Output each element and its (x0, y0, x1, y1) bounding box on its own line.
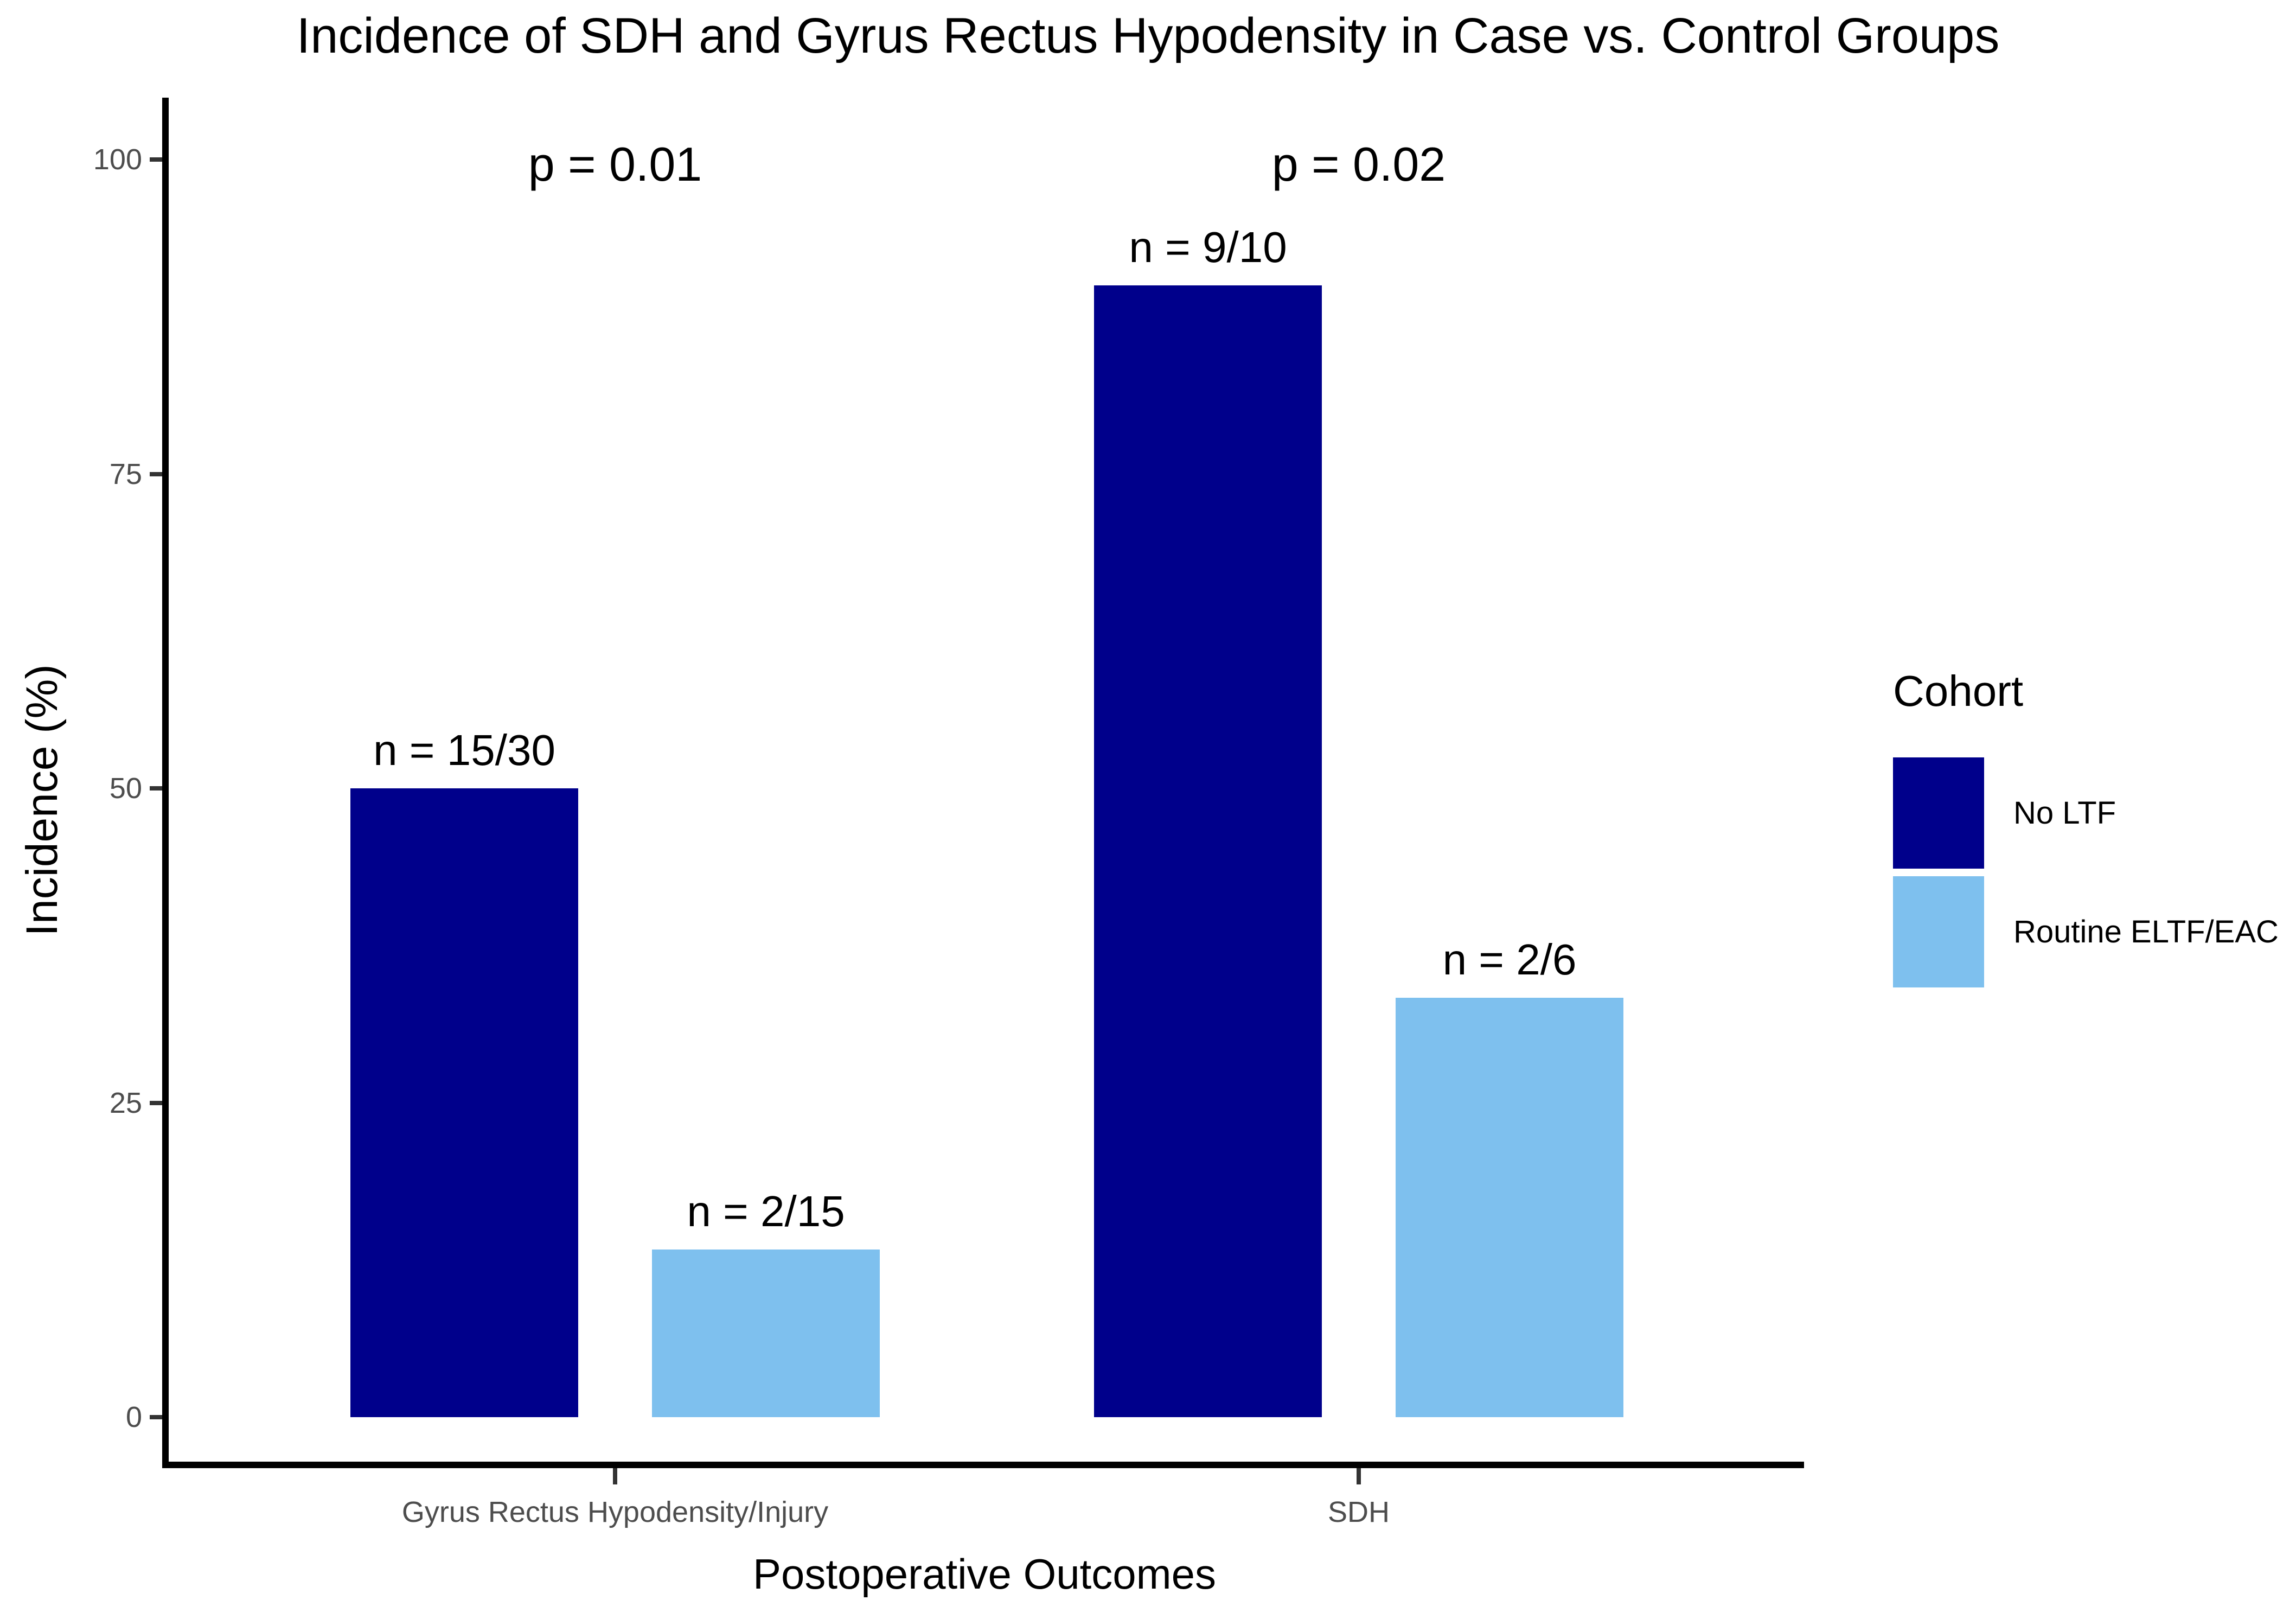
y-tick (150, 157, 162, 162)
legend-title: Cohort (1893, 667, 2024, 715)
y-tick-label: 50 (109, 772, 142, 805)
x-axis-title: Postoperative Outcomes (752, 1550, 1217, 1598)
bar-count-label: n = 2/15 (687, 1187, 845, 1235)
p-value-label: p = 0.02 (1271, 137, 1446, 191)
bar-count-label: n = 9/10 (1129, 223, 1287, 271)
bar (1396, 998, 1623, 1417)
p-value-label: p = 0.01 (528, 137, 702, 191)
bar (350, 788, 578, 1417)
y-tick-label: 100 (93, 143, 142, 176)
x-tick-label: Gyrus Rectus Hypodensity/Injury (401, 1496, 829, 1528)
x-tick-label: SDH (1327, 1496, 1390, 1528)
y-tick (150, 1415, 162, 1419)
y-tick-label: 0 (125, 1401, 142, 1433)
y-tick (150, 1100, 162, 1105)
legend-swatch (1893, 757, 1984, 869)
bar (652, 1250, 880, 1417)
bar-count-label: n = 15/30 (373, 726, 555, 774)
bar (1094, 285, 1322, 1417)
y-tick (150, 471, 162, 476)
legend-item-label: Routine ELTF/EAC (2013, 914, 2279, 949)
y-tick (150, 786, 162, 791)
y-tick-label: 75 (109, 457, 142, 490)
x-axis-line (162, 1462, 1804, 1468)
x-tick (613, 1468, 617, 1484)
legend-item-label: No LTF (2013, 795, 2116, 831)
bar-count-label: n = 2/6 (1442, 935, 1577, 984)
legend-swatch (1893, 876, 1984, 987)
chart-title: Incidence of SDH and Gyrus Rectus Hypode… (296, 8, 2000, 63)
y-tick-label: 25 (109, 1086, 142, 1119)
y-axis-line (162, 98, 169, 1468)
x-tick (1357, 1468, 1361, 1484)
